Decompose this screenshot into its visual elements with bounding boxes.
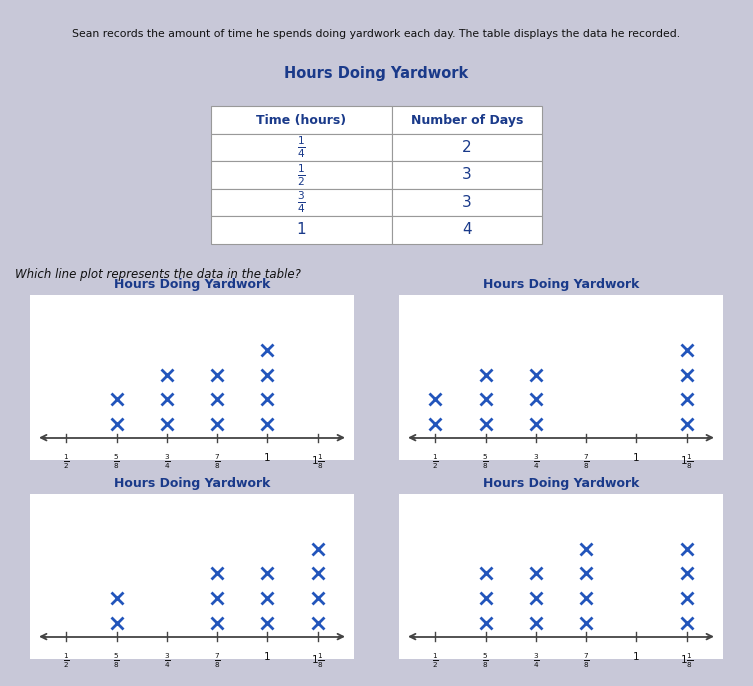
Text: Sean records the amount of time he spends doing yardwork each day. The table dis: Sean records the amount of time he spend… [72, 29, 681, 39]
Text: $\frac{1}{2}$: $\frac{1}{2}$ [63, 453, 69, 471]
Text: Which line plot represents the data in the table?: Which line plot represents the data in t… [15, 268, 300, 281]
Text: $\frac{5}{8}$: $\frac{5}{8}$ [482, 652, 489, 670]
Text: 1: 1 [633, 453, 640, 463]
Text: $\frac{3}{4}$: $\frac{3}{4}$ [532, 652, 539, 670]
Text: $1\frac{1}{8}$: $1\frac{1}{8}$ [311, 453, 325, 471]
Text: Hours Doing Yardwork: Hours Doing Yardwork [285, 67, 468, 81]
Text: $\frac{1}{2}$: $\frac{1}{2}$ [63, 652, 69, 670]
Text: 1: 1 [264, 453, 271, 463]
Text: $\frac{7}{8}$: $\frac{7}{8}$ [583, 652, 590, 670]
Text: $\frac{7}{8}$: $\frac{7}{8}$ [214, 453, 221, 471]
Text: $\frac{1}{2}$: $\frac{1}{2}$ [432, 453, 438, 471]
Text: $\frac{3}{4}$: $\frac{3}{4}$ [163, 652, 170, 670]
Text: $\frac{5}{8}$: $\frac{5}{8}$ [113, 453, 120, 471]
Text: $\frac{7}{8}$: $\frac{7}{8}$ [214, 652, 221, 670]
Text: 1: 1 [264, 652, 271, 662]
Title: Hours Doing Yardwork: Hours Doing Yardwork [483, 278, 639, 291]
Text: $1\frac{1}{8}$: $1\frac{1}{8}$ [311, 652, 325, 670]
Text: $\frac{1}{2}$: $\frac{1}{2}$ [432, 652, 438, 670]
Text: $1\frac{1}{8}$: $1\frac{1}{8}$ [680, 453, 694, 471]
Title: Hours Doing Yardwork: Hours Doing Yardwork [114, 477, 270, 490]
Text: $\frac{5}{8}$: $\frac{5}{8}$ [482, 453, 489, 471]
Text: Time (hours): Time (hours) [157, 496, 227, 506]
Text: 1: 1 [633, 652, 640, 662]
Text: $\frac{3}{4}$: $\frac{3}{4}$ [532, 453, 539, 471]
Text: $\frac{5}{8}$: $\frac{5}{8}$ [113, 652, 120, 670]
Text: Time (hours): Time (hours) [526, 496, 596, 506]
Text: $\frac{3}{4}$: $\frac{3}{4}$ [163, 453, 170, 471]
Text: $\frac{7}{8}$: $\frac{7}{8}$ [583, 453, 590, 471]
Title: Hours Doing Yardwork: Hours Doing Yardwork [114, 278, 270, 291]
Text: $1\frac{1}{8}$: $1\frac{1}{8}$ [680, 652, 694, 670]
Title: Hours Doing Yardwork: Hours Doing Yardwork [483, 477, 639, 490]
